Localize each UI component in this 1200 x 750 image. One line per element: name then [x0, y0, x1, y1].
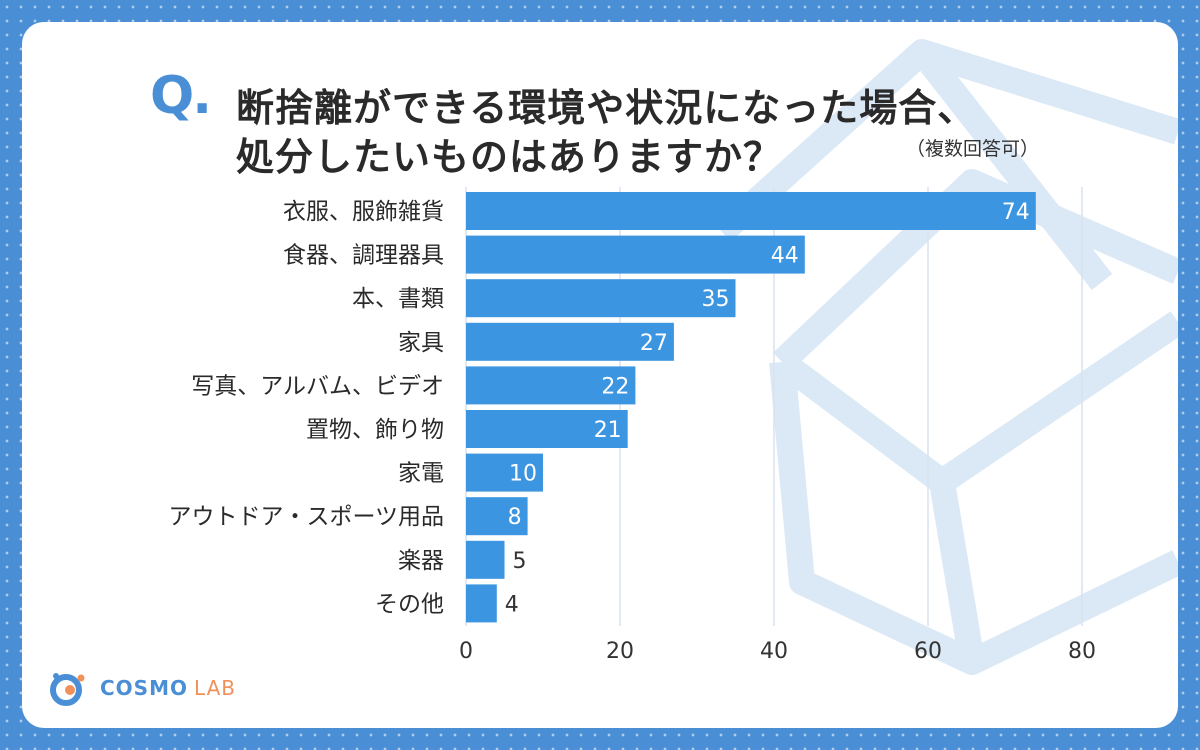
- category-label: その他: [375, 591, 444, 617]
- bar: [466, 584, 497, 623]
- data-label: 5: [513, 549, 527, 574]
- category-label: 衣服、服飾雑貨: [283, 199, 444, 225]
- question-title-line2: 処分したいものはありますか？: [236, 135, 783, 179]
- cosmo-lab-logo-icon: [50, 673, 85, 706]
- box-illustration: [713, 39, 1178, 675]
- logo-brand-text: COSMO: [100, 676, 188, 700]
- x-tick-label: 40: [760, 639, 788, 664]
- bar: [466, 279, 736, 318]
- category-label: 家電: [398, 461, 444, 487]
- data-label: 22: [601, 374, 629, 399]
- bar: [466, 540, 505, 579]
- question-title-line1: 断捨離ができる環境や状況になった場合、: [236, 86, 977, 130]
- category-label: 本、書類: [352, 286, 444, 312]
- data-label: 74: [1002, 200, 1030, 225]
- cosmo-lab-logo: COSMO LAB: [48, 670, 236, 706]
- data-label: 35: [702, 287, 730, 312]
- data-label: 8: [508, 505, 522, 530]
- bar: [466, 322, 674, 361]
- data-label: 27: [640, 331, 668, 356]
- x-tick-label: 80: [1068, 639, 1096, 664]
- category-label: 食器、調理器具: [283, 243, 444, 269]
- data-label: 21: [594, 418, 622, 443]
- bar: [466, 453, 543, 492]
- question-marker: Q.: [150, 66, 212, 126]
- bar: [466, 497, 528, 536]
- category-label: 家具: [398, 330, 444, 356]
- bar: [466, 366, 636, 405]
- data-label: 44: [771, 244, 799, 269]
- logo-sub-text: LAB: [194, 676, 237, 700]
- x-tick-label: 20: [606, 639, 634, 664]
- bar-chart: 0 20 40 60 80 衣服、服飾雑貨 74 食器、調理器具 44 本、書類 35 家具 27 写真、…: [168, 187, 1096, 664]
- category-label: 写真、アルバム、ビデオ: [191, 373, 444, 399]
- category-label: アウトドア・スポーツ用品: [168, 504, 444, 530]
- multiple-answer-note: （複数回答可）: [906, 138, 1040, 160]
- category-label: 楽器: [398, 548, 444, 574]
- bar: [466, 410, 628, 448]
- data-label: 4: [505, 592, 519, 617]
- bar: [466, 235, 805, 274]
- x-tick-label: 60: [914, 639, 942, 664]
- chart-card: Q. 断捨離ができる環境や状況になった場合、 処分したいものはありますか？ （複…: [22, 22, 1178, 728]
- category-label: 置物、飾り物: [306, 417, 444, 443]
- data-label: 10: [509, 462, 537, 487]
- bar: [466, 192, 1036, 230]
- x-tick-label: 0: [459, 639, 473, 664]
